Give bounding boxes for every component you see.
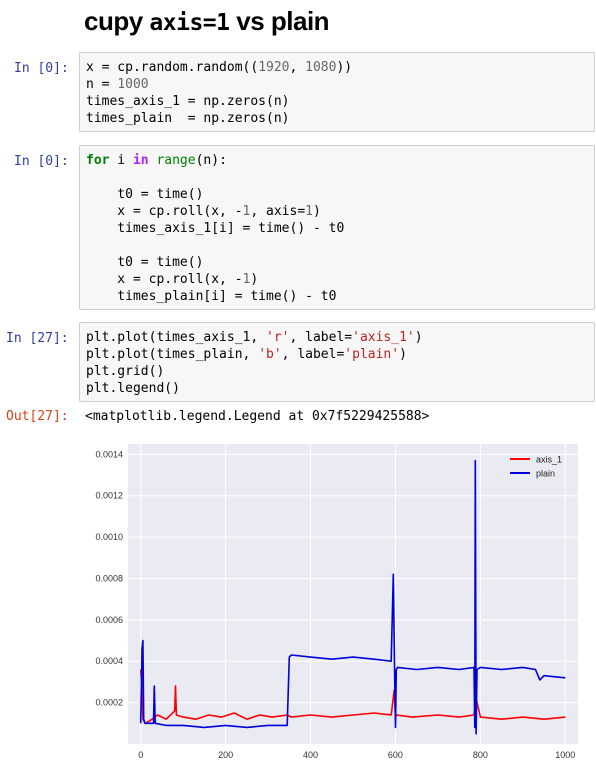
cell-1-code: x = cp.random.random((1920, 1080)) n = 1… <box>86 60 353 126</box>
x-tick-label: 800 <box>473 750 488 760</box>
output-text: <matplotlib.legend.Legend at 0x7f5229425… <box>85 409 430 424</box>
series-group <box>139 459 566 735</box>
cell-1-prompt: In [0]: <box>14 61 69 76</box>
title-prefix: cupy <box>84 6 150 36</box>
x-tick-label: 600 <box>388 750 403 760</box>
line-chart: 0 200 400 600 800 1000 0.00020.00040.00060.00… <box>95 444 578 760</box>
output-prompt: Out[27]: <box>6 409 69 424</box>
y-tick-labels: 0.0002 0.0004 0.0006 0.0008 0.0010 0.0012 0.00… <box>95 449 123 707</box>
cell-3-prompt: In [27]: <box>6 331 69 346</box>
plot-area <box>128 444 578 744</box>
code-cell-2[interactable]: for i in range(n): t0 = time() x = cp.ro… <box>79 145 595 310</box>
series-line-plain <box>139 459 566 735</box>
legend-label-plain: plain <box>536 469 555 479</box>
y-tick-label: 0.0006 <box>95 615 123 625</box>
page-title: cupy axis=1 vs plain <box>84 6 330 37</box>
code-cell-3[interactable]: plt.plot(times_axis_1, 'r', label='axis_… <box>79 322 595 402</box>
x-tick-label: 1000 <box>555 750 575 760</box>
y-tick-label: 0.0014 <box>95 449 123 459</box>
legend-label-axis_1: axis_1 <box>536 455 562 465</box>
x-tick-label: 0 <box>138 750 143 760</box>
x-tick-label: 200 <box>218 750 233 760</box>
cell-2-prompt: In [0]: <box>14 154 69 169</box>
x-tick-labels: 0 200 400 600 800 1000 <box>138 750 575 760</box>
y-tick-label: 0.0004 <box>95 656 123 666</box>
y-tick-label: 0.0010 <box>95 532 123 542</box>
cell-3-code: plt.plot(times_axis_1, 'r', label='axis_… <box>86 330 423 396</box>
x-tick-label: 400 <box>303 750 318 760</box>
code-cell-1[interactable]: x = cp.random.random((1920, 1080)) n = 1… <box>79 52 595 132</box>
cell-2-code: for i in range(n): t0 = time() x = cp.ro… <box>86 153 345 304</box>
grid <box>128 444 578 744</box>
y-tick-label: 0.0012 <box>95 491 123 501</box>
y-tick-label: 0.0008 <box>95 573 123 583</box>
series-line-axis_1 <box>139 669 566 725</box>
title-suffix: vs plain <box>229 6 330 36</box>
title-code: axis=1 <box>149 10 230 36</box>
y-tick-label: 0.0002 <box>95 698 123 708</box>
